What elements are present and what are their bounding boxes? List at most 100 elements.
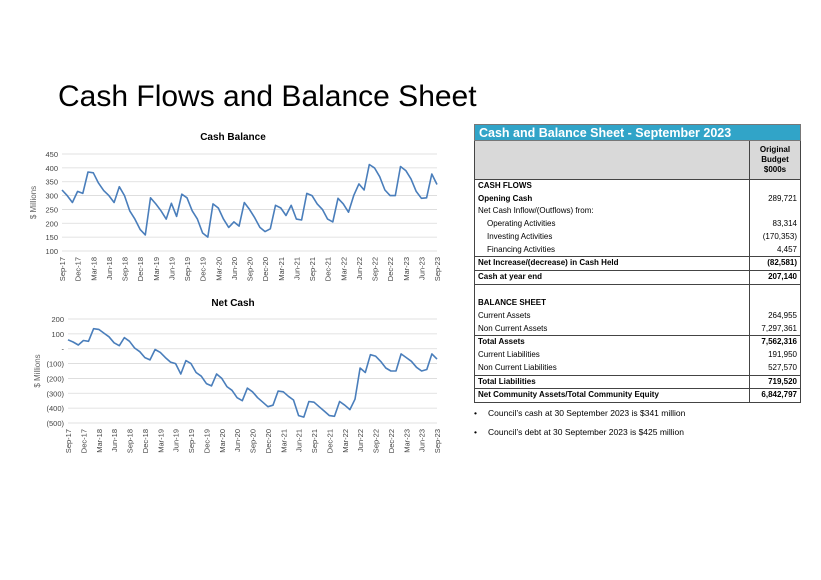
table-row: BALANCE SHEET — [474, 297, 801, 311]
y-tick-label: 400 — [45, 164, 58, 173]
row-label: Net Increase/(decrease) in Cash Held — [474, 256, 750, 271]
row-value: 719,520 — [749, 374, 801, 389]
x-tick-label: Jun-23 — [418, 429, 427, 452]
y-tick-label: (300) — [46, 389, 64, 398]
table-header: Cash and Balance Sheet - September 2023 — [474, 124, 801, 141]
cash-balance-chart: Cash Balance 100 150 200 250 300 350 400 450 $ Mi… — [29, 132, 442, 281]
table-row: Investing Activities (170,353) — [474, 230, 801, 244]
row-value: 191,950 — [749, 349, 801, 362]
row-label: Opening Cash — [474, 192, 750, 206]
table-row: Net Cash Inflow/(Outflows) from: — [474, 205, 801, 219]
row-value — [749, 205, 801, 219]
table-row: Cash at year end 207,140 — [474, 269, 801, 285]
x-tick-label: Mar-18 — [89, 257, 98, 281]
y-tick-label: 150 — [45, 233, 58, 242]
row-label: Cash at year end — [474, 269, 750, 285]
table-row: Financing Activities 4,457 — [474, 243, 801, 257]
chart-title: Net Cash — [211, 298, 254, 309]
x-tick-label: Mar-19 — [152, 257, 161, 281]
table-row: Opening Cash 289,721 — [474, 192, 801, 206]
spacer-row — [474, 284, 801, 298]
y-tick-label: 450 — [45, 150, 58, 159]
row-value: (170,353) — [749, 230, 801, 244]
x-tick-label: Jun-18 — [110, 429, 119, 452]
row-value: 7,297,361 — [749, 322, 801, 336]
net-cash-chart: Net Cash (500) (400) (300) (200) (100) - 100 200… — [33, 298, 442, 453]
y-tick-label: 350 — [45, 178, 58, 187]
x-tick-label: Dec-19 — [202, 429, 211, 453]
table-row: Non Current Liabilities 527,570 — [474, 361, 801, 376]
x-tick-label: Mar-20 — [218, 429, 227, 453]
table-row: Operating Activities 83,314 — [474, 218, 801, 231]
row-label: Net Cash Inflow/(Outflows) from: — [474, 205, 750, 219]
x-tick-label: Jun-18 — [105, 257, 114, 280]
row-value: 264,955 — [749, 310, 801, 323]
table-row: Net Community Assets/Total Community Equ… — [474, 388, 801, 403]
spacer-cell — [474, 284, 750, 298]
x-tick-label: Dec-20 — [264, 429, 273, 453]
column-header-blank — [474, 141, 750, 180]
spacer-cell — [749, 284, 801, 298]
x-tick-label: Mar-21 — [277, 257, 286, 281]
row-value: 7,562,316 — [749, 335, 801, 350]
x-tick-label: Dec-18 — [136, 257, 145, 281]
x-tick-label: Sep-20 — [249, 429, 258, 453]
x-tick-label: Jun-21 — [295, 429, 304, 452]
x-tick-label: Dec-21 — [324, 257, 333, 281]
x-tick-label: Dec-17 — [74, 257, 83, 281]
row-label: Total Assets — [474, 335, 750, 350]
x-tick-label: Jun-22 — [356, 429, 365, 452]
x-tick-label: Sep-22 — [372, 429, 381, 453]
table-row: Net Increase/(decrease) in Cash Held (82,… — [474, 256, 801, 271]
table-row: Current Liabilities 191,950 — [474, 349, 801, 362]
row-label: Investing Activities — [474, 230, 750, 244]
table-row: Current Assets 264,955 — [474, 310, 801, 323]
x-tick-label: Jun-22 — [355, 257, 364, 280]
column-header-line: Original — [759, 145, 791, 154]
x-tick-label: Sep-23 — [433, 429, 442, 453]
table-row: CASH FLOWS — [474, 178, 801, 193]
x-tick-label: Jun-23 — [417, 257, 426, 280]
table-row: Total Liabilities 719,520 — [474, 374, 801, 389]
series-line — [61, 163, 438, 238]
y-tick-label: 100 — [51, 330, 64, 339]
note-text: Council’s cash at 30 September 2023 is $… — [488, 408, 686, 418]
row-value: 83,314 — [749, 218, 801, 231]
x-tick-label: Sep-23 — [433, 257, 442, 281]
column-header-line: $000s — [763, 165, 787, 174]
row-label: Total Liabilities — [474, 374, 750, 389]
x-tick-label: Jun-20 — [233, 429, 242, 452]
bullet-icon: • — [474, 427, 477, 437]
column-header-budget: Original Budget $000s — [749, 141, 801, 180]
row-label: Financing Activities — [474, 243, 750, 257]
y-tick-label: 300 — [45, 192, 58, 201]
y-tick-label: 200 — [51, 315, 64, 324]
table-row: Non Current Assets 7,297,361 — [474, 322, 801, 336]
x-tick-label: Dec-17 — [79, 429, 88, 453]
y-tick-label: 100 — [45, 247, 58, 256]
note-item: • Council’s debt at 30 September 2023 is… — [474, 427, 804, 437]
x-tick-label: Mar-19 — [156, 429, 165, 453]
balance-table: Original Budget $000s CASH FLOWS Opening … — [474, 141, 801, 403]
x-tick-label: Mar-23 — [402, 429, 411, 453]
row-value — [749, 178, 801, 193]
x-tick-label: Sep-18 — [126, 429, 135, 453]
row-label: Current Liabilities — [474, 349, 750, 362]
row-value: 527,570 — [749, 361, 801, 376]
row-label: BALANCE SHEET — [474, 297, 750, 311]
x-tick-label: Jun-19 — [172, 429, 181, 452]
x-tick-label: Mar-18 — [95, 429, 104, 453]
table-row: Total Assets 7,562,316 — [474, 335, 801, 350]
y-tick-label: (100) — [46, 360, 64, 369]
note-item: • Council’s cash at 30 September 2023 is… — [474, 408, 804, 418]
slide-title: Cash Flows and Balance Sheet — [58, 80, 477, 113]
row-value: 289,721 — [749, 192, 801, 206]
x-tick-label: Sep-19 — [183, 257, 192, 281]
column-header-row: Original Budget $000s — [474, 141, 801, 180]
row-label: Non Current Liabilities — [474, 361, 750, 376]
row-value: 4,457 — [749, 243, 801, 257]
x-tick-label: Dec-18 — [141, 429, 150, 453]
x-tick-label: Mar-21 — [279, 429, 288, 453]
row-value: 6,842,797 — [749, 388, 801, 403]
x-tick-label: Sep-21 — [308, 257, 317, 281]
